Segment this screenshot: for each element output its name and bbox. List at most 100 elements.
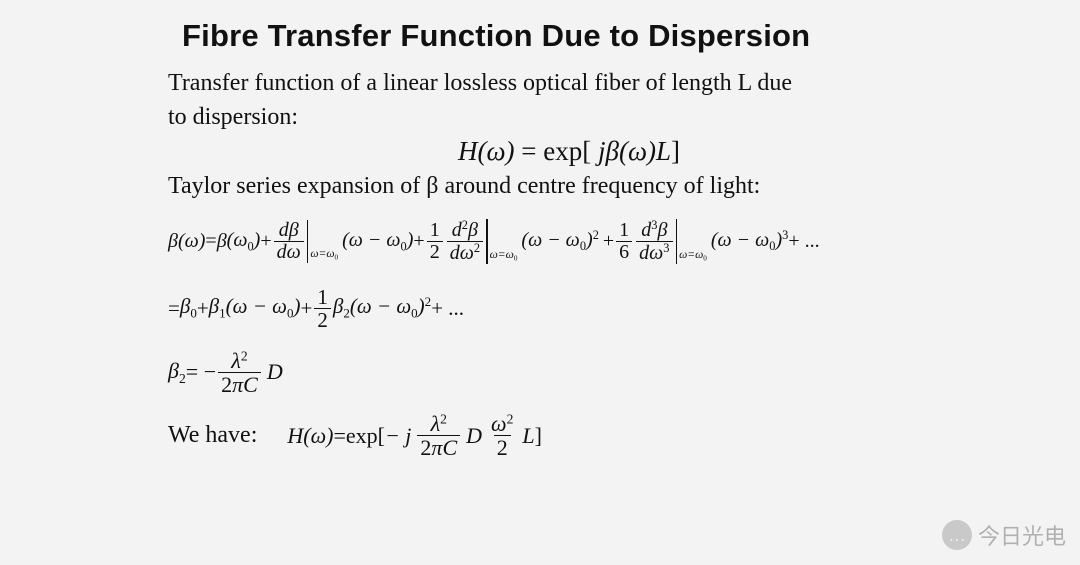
d3-den: dω3 (636, 241, 672, 264)
pow2: 2 (593, 228, 599, 242)
beta: β (657, 219, 667, 241)
arg-L: L (656, 136, 671, 166)
sixth: 1 6 (616, 220, 632, 263)
beta: β (333, 294, 343, 318)
half-num: 1 (427, 220, 443, 241)
eval-sub: ω=ω0 (677, 248, 707, 264)
num: λ2 (428, 412, 450, 435)
num: 1 (314, 286, 331, 308)
d: d (641, 219, 651, 241)
beta: β (468, 219, 478, 241)
pi: π (232, 372, 243, 397)
diff3: (ω − ω0)3 (711, 228, 788, 254)
plus2: + (413, 230, 424, 253)
plus3: + (603, 230, 614, 253)
eval-text: ω=ω (679, 248, 703, 261)
neg-j: − j (385, 423, 411, 449)
taylor-text: Taylor series expansion of β around cent… (168, 171, 1040, 201)
dots: + ... (788, 230, 819, 253)
beta: β (168, 358, 179, 383)
exp-fn: exp (543, 136, 582, 166)
pow: 2 (440, 411, 447, 426)
diff1: (ω − ω0) (226, 294, 301, 322)
arg-j: j (591, 136, 605, 166)
d1-den: dω (274, 241, 304, 263)
eval-text: ω=ω (310, 247, 334, 260)
den: 2 (494, 435, 511, 459)
d2-frac: d2β dω2 (447, 219, 483, 264)
diff-open: (ω − ω (350, 294, 411, 318)
plus2: + (301, 296, 313, 321)
two: 2 (221, 372, 232, 397)
lambda: λ (231, 348, 241, 373)
lambda-frac: λ2 2πC (218, 349, 261, 396)
arg-omega: (ω) (619, 136, 656, 166)
dots: + ... (431, 296, 464, 321)
d2-eval: d2β dω2 ω=ω0 (445, 219, 518, 264)
equation-taylor: β(ω) = β(ω0) + dβ dω ω=ω0 (ω − ω0) + 1 2… (168, 219, 1040, 264)
half: 1 2 (314, 286, 331, 331)
beta: β (180, 294, 190, 318)
omega2-frac: ω2 2 (488, 412, 516, 459)
sub: 2 (179, 371, 186, 386)
intro-line-1: Transfer function of a linear lossless o… (168, 68, 1040, 98)
open: [ (378, 423, 385, 449)
pow2: 2 (474, 241, 480, 255)
beta: β (209, 294, 219, 318)
d2-num: d2β (449, 219, 481, 241)
bracket-open: [ (582, 136, 591, 166)
intro-line-2: to dispersion: (168, 102, 1040, 132)
den: 2 (314, 308, 331, 331)
diff-open: (ω − ω (226, 294, 287, 318)
omega: (ω (227, 229, 248, 251)
lambda: λ (431, 411, 441, 436)
slide: Fibre Transfer Function Due to Dispersio… (0, 0, 1080, 489)
eval-text: ω=ω (490, 248, 514, 261)
d: d (452, 219, 462, 241)
diff-close: ) (586, 229, 593, 251)
diff-open: (ω − ω (711, 229, 769, 251)
plus: + (260, 230, 271, 253)
diff-open: (ω − ω (521, 229, 579, 251)
pow: 2 (241, 348, 248, 363)
close: ) (254, 229, 261, 251)
half-den: 2 (427, 241, 443, 263)
exp-fn: exp (346, 423, 378, 449)
C: C (243, 372, 258, 397)
num: λ2 (228, 349, 250, 372)
lambda-frac: λ2 2πC (417, 412, 460, 459)
beta0: β (217, 230, 227, 253)
diff-close: ) (418, 294, 425, 318)
num: ω2 (488, 412, 516, 435)
dw: dω (639, 242, 663, 264)
d1-num: dβ (276, 220, 302, 241)
two: 2 (420, 435, 431, 460)
pow3: 3 (663, 241, 669, 255)
b1: β1 (209, 294, 226, 322)
H-lhs: H(ω) (458, 136, 515, 166)
D: D (267, 359, 283, 385)
d1-eval: dβ dω ω=ω0 (272, 220, 339, 263)
equation-beta2: β2 = − λ2 2πC D (168, 349, 1040, 396)
d1-frac: dβ dω (274, 220, 304, 263)
equation-final: We have: H(ω) = exp[− j λ2 2πC D ω2 2 L] (168, 412, 1040, 459)
eq-sign: = (515, 136, 544, 166)
d3-eval: d3β dω3 ω=ω0 (634, 219, 707, 264)
beta: β (168, 230, 178, 253)
pi: π (431, 435, 442, 460)
eq: = (205, 230, 216, 253)
eval-sub0: 0 (335, 254, 339, 262)
watermark-icon: … (942, 520, 972, 550)
H: H (287, 423, 303, 449)
eq: = (333, 423, 345, 449)
diff2: (ω − ω0)2 (350, 294, 431, 322)
page-title: Fibre Transfer Function Due to Dispersio… (182, 18, 1040, 54)
beta0-arg: (ω0) (227, 229, 261, 254)
plus: + (197, 296, 209, 321)
half: 1 2 (427, 220, 443, 263)
equation-taylor-short: = β0 + β1 (ω − ω0) + 1 2 β2 (ω − ω0)2 + … (168, 286, 1040, 331)
den: 2πC (218, 372, 261, 396)
H-arg: (ω) (303, 423, 333, 449)
L: L (522, 423, 534, 449)
C: C (442, 435, 457, 460)
